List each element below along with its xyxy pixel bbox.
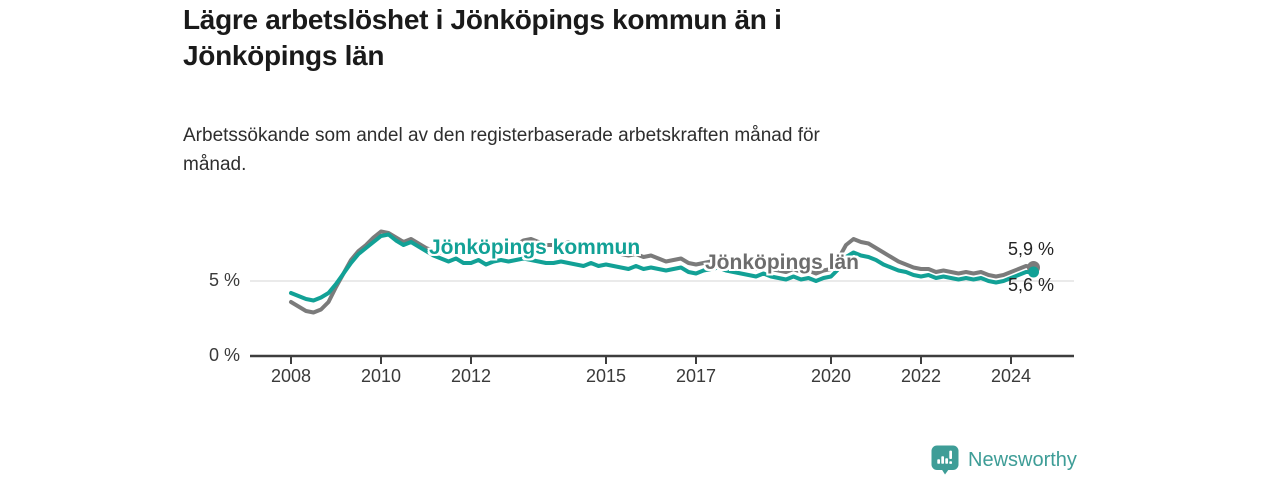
y-axis-tick-label-0: 0 % (208, 345, 240, 365)
newsworthy-brand: Newsworthy (931, 445, 1077, 475)
end-value-label-lan: 5,9 % (1008, 239, 1055, 259)
series-label-kommun: Jönköpings kommun (429, 236, 641, 259)
y-axis-tick-label-5: 5 % (208, 270, 240, 290)
x-axis-tick-label: 2024 (990, 366, 1032, 386)
x-axis-tick-label: 2015 (585, 366, 627, 386)
x-axis-tick-label: 2020 (810, 366, 852, 386)
newsworthy-brand-name: Newsworthy (968, 448, 1077, 471)
series-end-dot-kommun (1028, 266, 1039, 278)
chart-subtitle: Arbetssökande som andel av den registerb… (183, 125, 820, 176)
end-value-label-kommun: 5,6 % (1008, 275, 1055, 295)
series-label-lan: Jönköpings län (705, 251, 860, 274)
series-line-lan (289, 229, 1036, 315)
x-axis-tick-label: 2008 (270, 366, 312, 386)
series-line-kommun (289, 232, 1036, 303)
chart-title: Lägre arbetslöshet i Jönköpings kommun ä… (183, 4, 782, 72)
newsworthy-logo-icon (931, 445, 959, 475)
x-axis-tick-label: 2017 (675, 366, 717, 386)
x-axis-tick-label: 2010 (360, 366, 402, 386)
x-axis-tick-label: 2022 (900, 366, 942, 386)
x-axis-tick-label: 2012 (450, 366, 492, 386)
